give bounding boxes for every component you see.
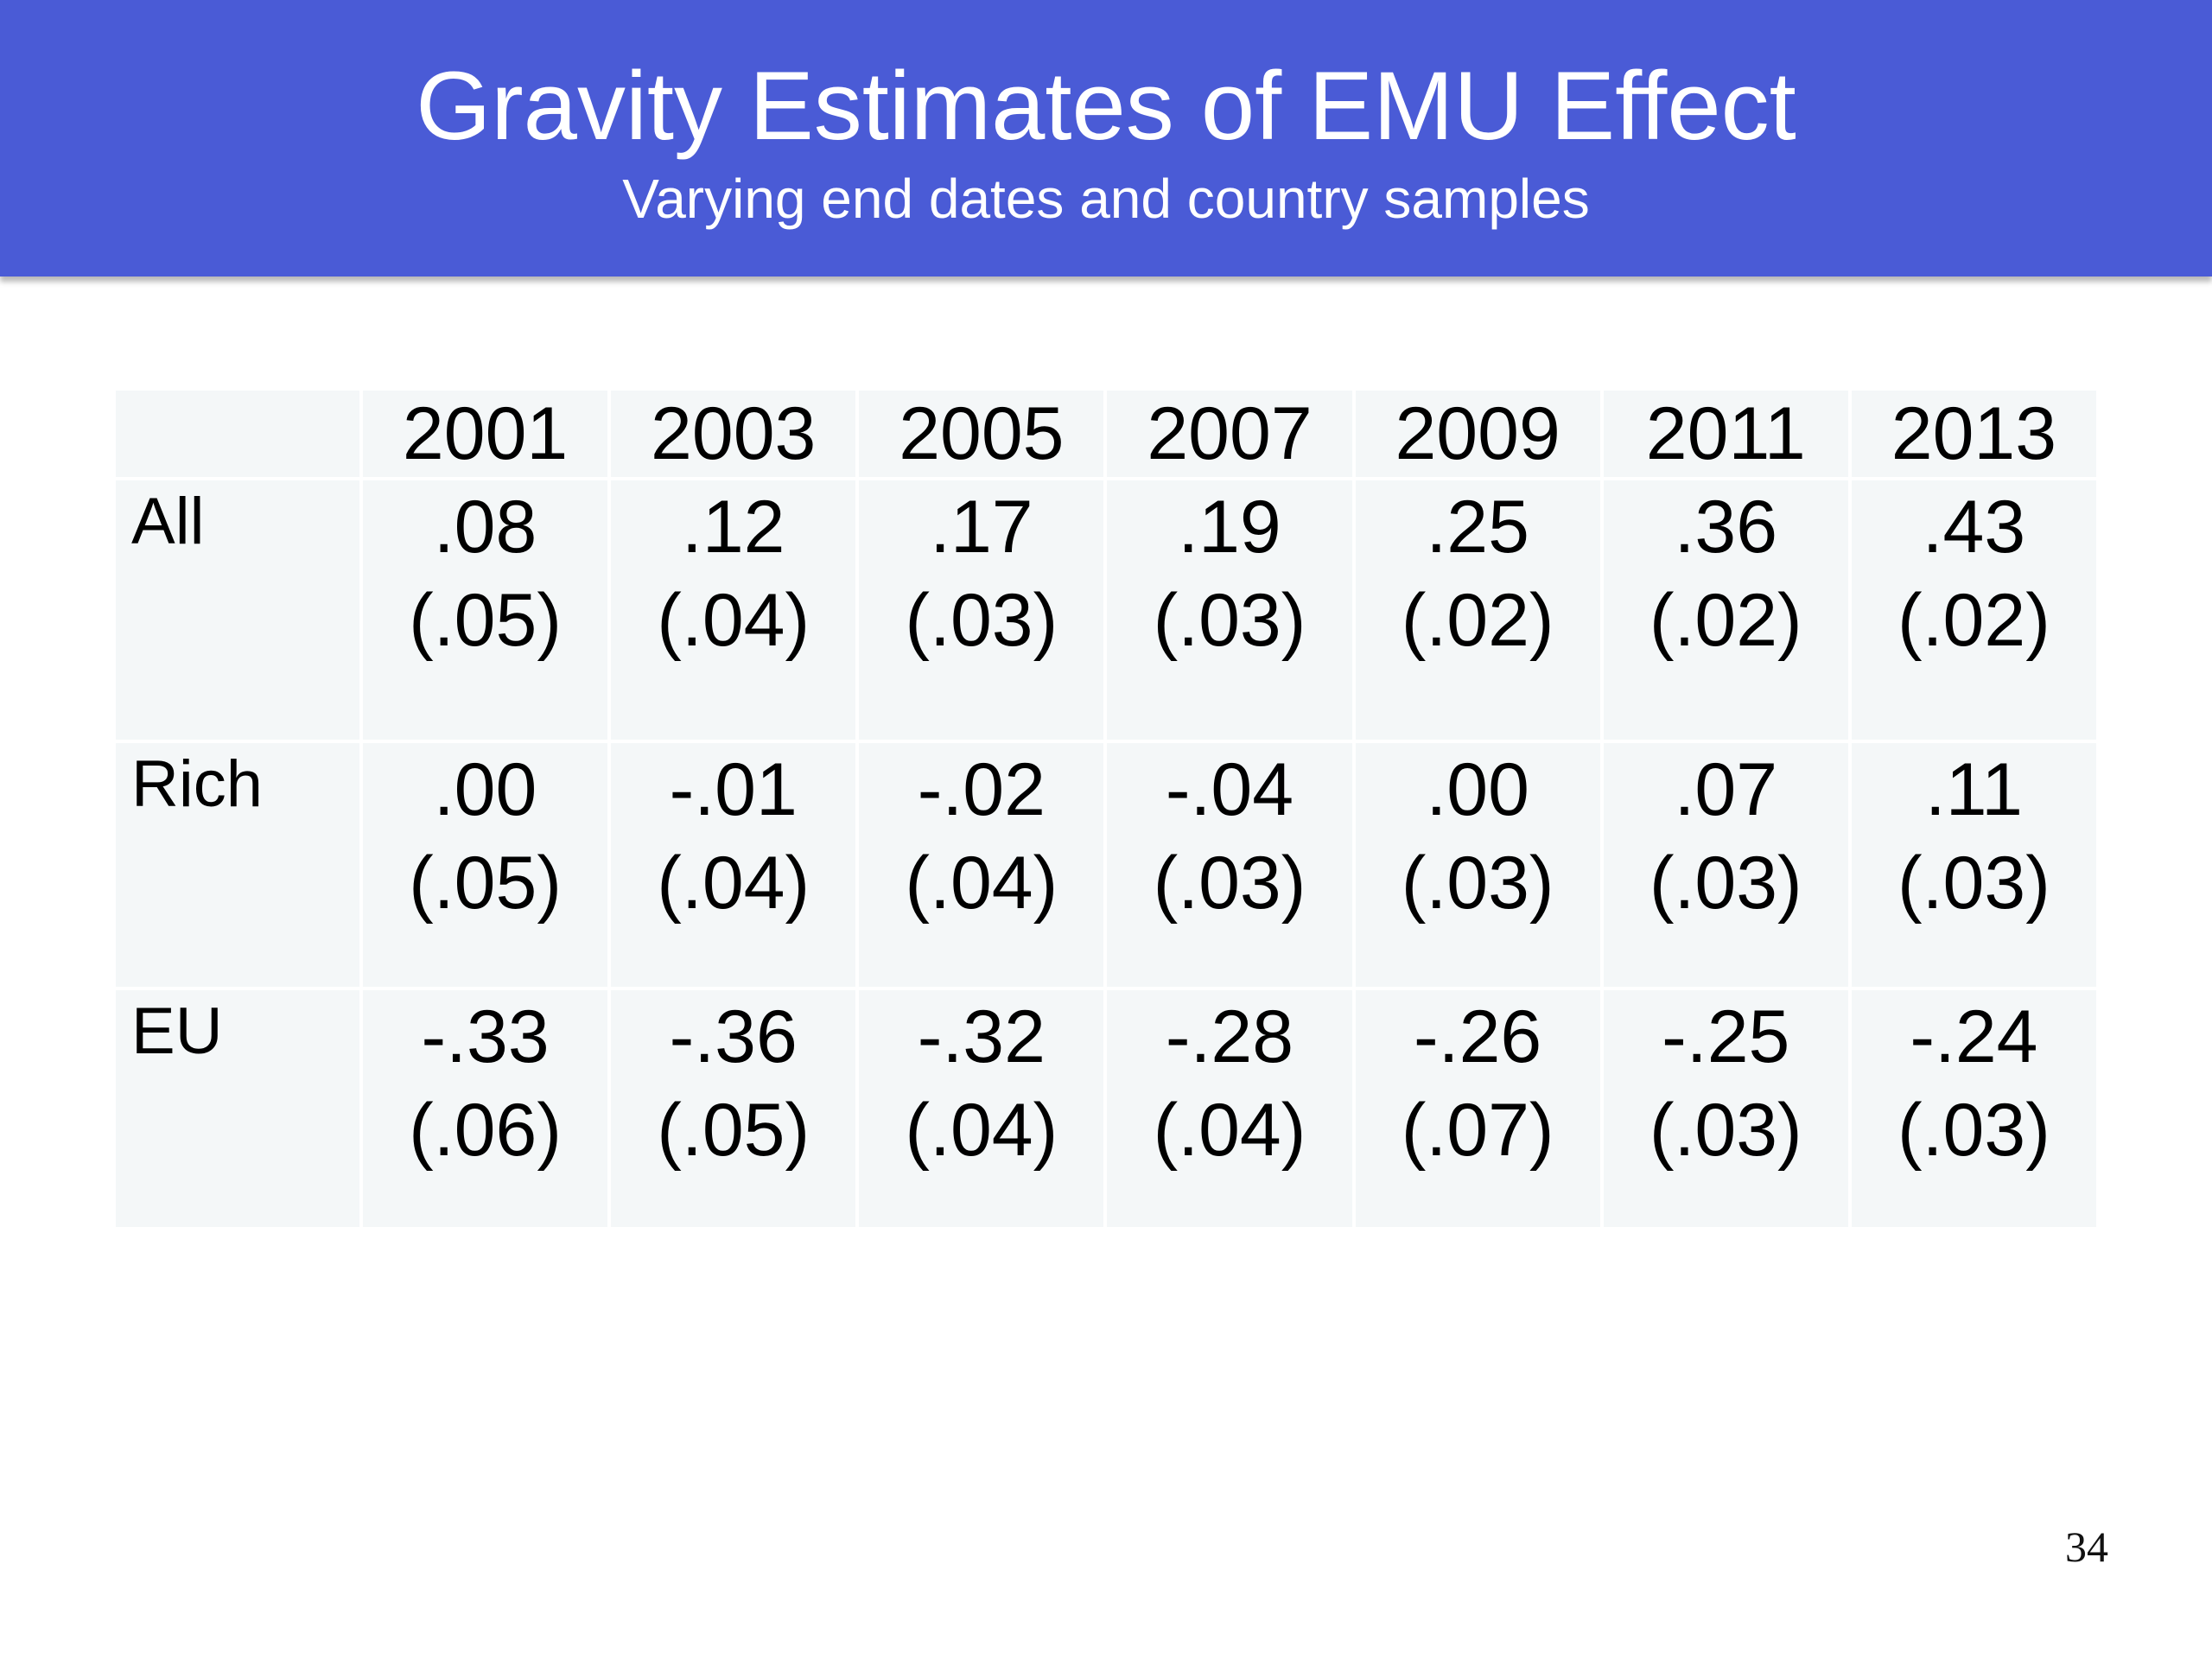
table-cell: .25 (.02) bbox=[1355, 480, 1600, 740]
year-header: 2005 bbox=[859, 391, 1104, 477]
year-header: 2003 bbox=[611, 391, 856, 477]
std-error-value: (.07) bbox=[1401, 1089, 1554, 1172]
table-row: Rich .00 (.05) -.01 (.04) -.02 (.04) -.04 (.… bbox=[116, 743, 2096, 987]
std-error-value: (.04) bbox=[1153, 1089, 1306, 1172]
std-error-value: (.04) bbox=[905, 1089, 1058, 1172]
table-cell: .07 (.03) bbox=[1603, 743, 1848, 987]
table-cell: -.24 (.03) bbox=[1851, 990, 2096, 1227]
estimate-value: -.33 bbox=[421, 995, 550, 1078]
table-cell: -.26 (.07) bbox=[1355, 990, 1600, 1227]
page-number: 34 bbox=[2065, 1522, 2108, 1571]
std-error-value: (.03) bbox=[1897, 842, 2050, 925]
slide-subtitle: Varying end dates and country samples bbox=[622, 168, 1590, 230]
table-cell: .08 (.05) bbox=[363, 480, 608, 740]
estimate-value: .07 bbox=[1674, 748, 1778, 831]
year-header: 2013 bbox=[1851, 391, 2096, 477]
table-cell: -.32 (.04) bbox=[859, 990, 1104, 1227]
estimate-value: -.01 bbox=[669, 748, 798, 831]
std-error-value: (.03) bbox=[1649, 1089, 1802, 1172]
std-error-value: (.05) bbox=[409, 579, 562, 662]
table-cell: .11 (.03) bbox=[1851, 743, 2096, 987]
estimate-value: -.02 bbox=[917, 748, 1046, 831]
estimate-value: -.24 bbox=[1910, 995, 2038, 1078]
std-error-value: (.03) bbox=[1401, 842, 1554, 925]
estimate-value: -.04 bbox=[1165, 748, 1294, 831]
year-header: 2007 bbox=[1107, 391, 1352, 477]
table-cell: .00 (.03) bbox=[1355, 743, 1600, 987]
std-error-value: (.03) bbox=[1153, 579, 1306, 662]
table-row: All .08 (.05) .12 (.04) .17 (.03) .19 (.03) … bbox=[116, 480, 2096, 740]
table-cell: -.33 (.06) bbox=[363, 990, 608, 1227]
std-error-value: (.06) bbox=[409, 1089, 562, 1172]
estimate-value: .00 bbox=[433, 748, 537, 831]
table-cell: .17 (.03) bbox=[859, 480, 1104, 740]
table-cell: .43 (.02) bbox=[1851, 480, 2096, 740]
year-header: 2011 bbox=[1603, 391, 1848, 477]
std-error-value: (.03) bbox=[905, 579, 1058, 662]
slide-title: Gravity Estimates of EMU Effect bbox=[416, 52, 1796, 160]
std-error-value: (.03) bbox=[1897, 1089, 2050, 1172]
estimate-value: -.36 bbox=[669, 995, 798, 1078]
corner-cell bbox=[116, 391, 359, 477]
row-label: EU bbox=[116, 990, 359, 1227]
estimate-value: .08 bbox=[433, 486, 537, 569]
estimate-value: .00 bbox=[1426, 748, 1529, 831]
estimate-value: .11 bbox=[1924, 748, 2023, 831]
table-cell: .19 (.03) bbox=[1107, 480, 1352, 740]
estimate-value: .36 bbox=[1674, 486, 1778, 569]
table-cell: .36 (.02) bbox=[1603, 480, 1848, 740]
row-label: All bbox=[116, 480, 359, 740]
std-error-value: (.02) bbox=[1897, 579, 2050, 662]
estimates-table: 2001 2003 2005 2007 2009 2011 2013 All .… bbox=[112, 387, 2100, 1230]
estimate-value: -.32 bbox=[917, 995, 1046, 1078]
table-cell: .00 (.05) bbox=[363, 743, 608, 987]
estimate-value: .19 bbox=[1178, 486, 1281, 569]
year-header: 2001 bbox=[363, 391, 608, 477]
estimate-value: .17 bbox=[930, 486, 1033, 569]
table-cell: -.01 (.04) bbox=[611, 743, 856, 987]
table-cell: -.02 (.04) bbox=[859, 743, 1104, 987]
std-error-value: (.03) bbox=[1649, 842, 1802, 925]
estimate-value: .12 bbox=[681, 486, 785, 569]
table-cell: -.25 (.03) bbox=[1603, 990, 1848, 1227]
std-error-value: (.04) bbox=[905, 842, 1058, 925]
table-cell: -.04 (.03) bbox=[1107, 743, 1352, 987]
row-label: Rich bbox=[116, 743, 359, 987]
std-error-value: (.02) bbox=[1649, 579, 1802, 662]
std-error-value: (.05) bbox=[409, 842, 562, 925]
std-error-value: (.04) bbox=[657, 842, 810, 925]
estimate-value: .43 bbox=[1922, 486, 2026, 569]
std-error-value: (.04) bbox=[657, 579, 810, 662]
std-error-value: (.02) bbox=[1401, 579, 1554, 662]
std-error-value: (.03) bbox=[1153, 842, 1306, 925]
estimate-value: -.25 bbox=[1662, 995, 1790, 1078]
table-cell: -.36 (.05) bbox=[611, 990, 856, 1227]
year-header-row: 2001 2003 2005 2007 2009 2011 2013 bbox=[116, 391, 2096, 477]
year-header: 2009 bbox=[1355, 391, 1600, 477]
estimate-value: -.26 bbox=[1414, 995, 1542, 1078]
estimate-value: .25 bbox=[1426, 486, 1529, 569]
table-cell: .12 (.04) bbox=[611, 480, 856, 740]
std-error-value: (.05) bbox=[657, 1089, 810, 1172]
estimate-value: -.28 bbox=[1165, 995, 1294, 1078]
table-row: EU -.33 (.06) -.36 (.05) -.32 (.04) -.28 (.0… bbox=[116, 990, 2096, 1227]
table-cell: -.28 (.04) bbox=[1107, 990, 1352, 1227]
slide-header: Gravity Estimates of EMU Effect Varying … bbox=[0, 0, 2212, 276]
